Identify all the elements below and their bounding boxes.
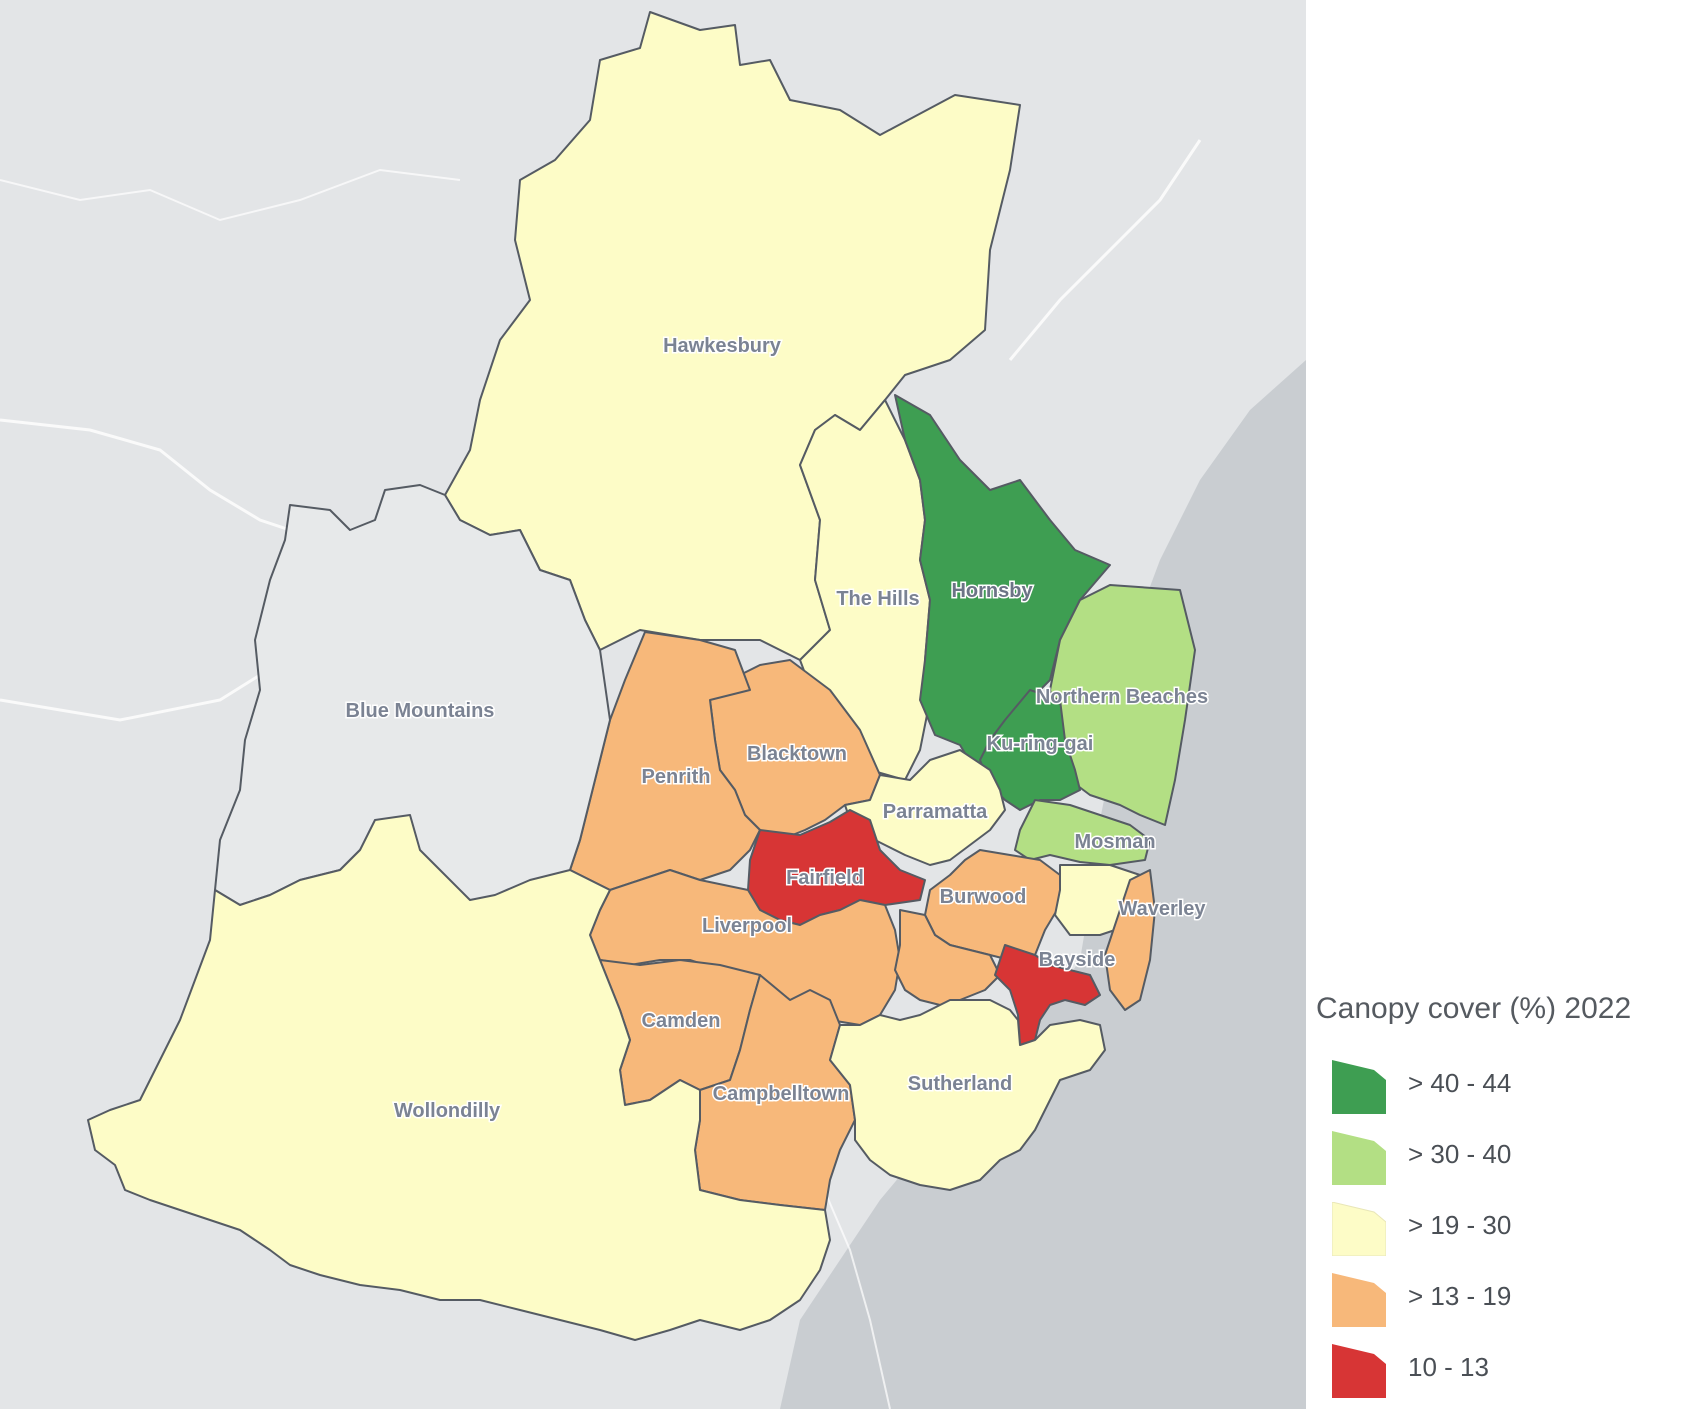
legend-item: > 13 - 19 xyxy=(1332,1273,1672,1327)
basemap-road xyxy=(1008,139,1202,361)
legend-swatch-yellow xyxy=(1332,1202,1386,1256)
legend-item: > 19 - 30 xyxy=(1332,1202,1672,1256)
label-parramatta: Parramatta xyxy=(883,801,988,823)
label-campbelltown: Campbelltown xyxy=(713,1083,850,1105)
region-northern-beaches[interactable] xyxy=(1049,584,1196,826)
legend-label: > 30 - 40 xyxy=(1408,1139,1512,1169)
legend-label: 10 - 13 xyxy=(1408,1352,1489,1382)
label-sutherland: Sutherland xyxy=(908,1073,1012,1095)
label-the-hills: The Hills xyxy=(836,588,919,610)
legend-swatch-green-light xyxy=(1332,1131,1386,1185)
choropleth-map[interactable]: Hawkesbury The Hills Hornsby Blue Mounta… xyxy=(0,0,1306,1409)
label-wollondilly: Wollondilly xyxy=(394,1100,501,1122)
label-mosman: Mosman xyxy=(1074,831,1155,853)
legend-label: > 13 - 19 xyxy=(1408,1281,1512,1311)
label-hawkesbury: Hawkesbury xyxy=(663,335,782,357)
label-blacktown: Blacktown xyxy=(747,743,847,765)
label-blue-mountains: Blue Mountains xyxy=(346,700,495,722)
region-wollondilly[interactable] xyxy=(87,814,831,1341)
region-canterbury-bankstown[interactable] xyxy=(894,909,1001,1006)
legend-swatch-orange xyxy=(1332,1273,1386,1327)
legend-swatch-red xyxy=(1332,1344,1386,1398)
map-legend: Canopy cover (%) 2022 > 40 - 44 > 30 - 4… xyxy=(1306,0,1694,1409)
map-canvas: Hawkesbury The Hills Hornsby Blue Mounta… xyxy=(0,11,1306,1409)
label-bayside: Bayside xyxy=(1039,949,1116,971)
label-northern-beaches: Northern Beaches xyxy=(1036,686,1208,708)
legend-label: > 40 - 44 xyxy=(1408,1068,1512,1098)
region-waverley[interactable] xyxy=(1104,869,1156,1011)
legend-title: Canopy cover (%) 2022 xyxy=(1316,992,1632,1025)
legend-label: > 19 - 30 xyxy=(1408,1210,1512,1240)
label-waverley: Waverley xyxy=(1118,898,1206,920)
region-ku-ring-gai[interactable] xyxy=(979,689,1081,811)
region-liverpool[interactable] xyxy=(589,869,901,1026)
label-hornsby: Hornsby xyxy=(951,580,1033,602)
legend-item: 10 - 13 xyxy=(1332,1344,1672,1398)
label-burwood: Burwood xyxy=(940,886,1027,908)
label-liverpool: Liverpool xyxy=(702,915,792,937)
label-ku-ring-gai: Ku-ring-gai xyxy=(987,733,1094,755)
legend-swatch-green-dark xyxy=(1332,1060,1386,1114)
label-camden: Camden xyxy=(642,1010,721,1032)
label-penrith: Penrith xyxy=(642,766,711,788)
label-fairfield: Fairfield xyxy=(786,867,864,889)
region-bayside[interactable] xyxy=(994,944,1101,1046)
region-sutherland[interactable] xyxy=(829,999,1106,1191)
basemap-road xyxy=(0,168,461,222)
basemap-road xyxy=(819,1179,891,1409)
legend-item: > 40 - 44 xyxy=(1332,1060,1672,1114)
legend-item: > 30 - 40 xyxy=(1332,1131,1672,1185)
